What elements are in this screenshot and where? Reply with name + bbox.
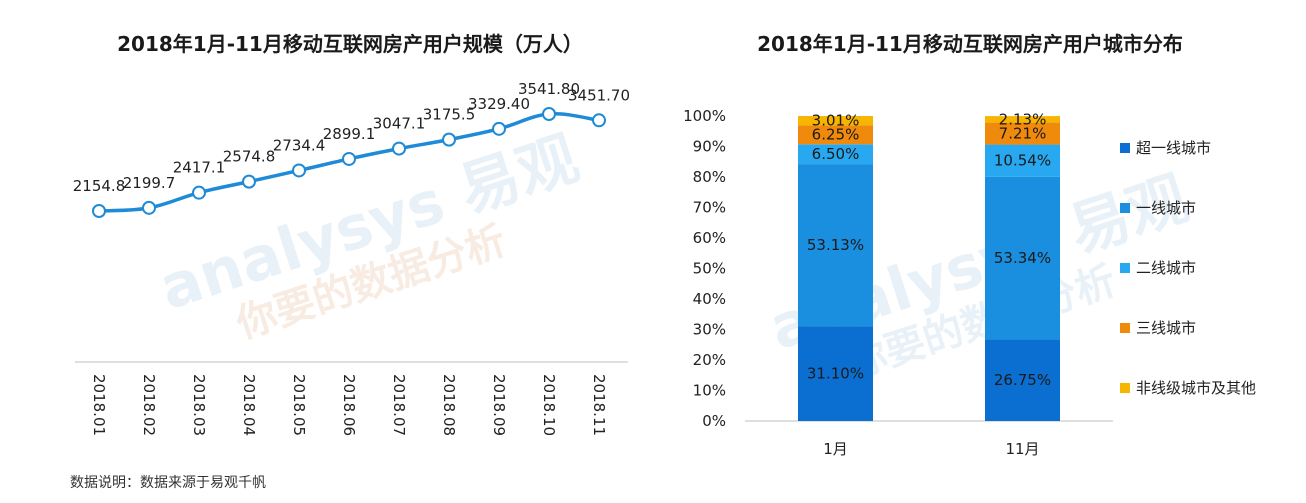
bar-segment-label: 7.21%: [999, 125, 1047, 143]
y-tick-label: 10%: [693, 382, 726, 400]
data-point: [542, 107, 556, 121]
data-source-note: 数据说明：数据来源于易观千帆: [70, 475, 266, 491]
line-chart-title: 2018年1月-11月移动互联网房产用户规模（万人）: [117, 32, 583, 56]
bar-segment-label: 3.01%: [812, 112, 860, 130]
data-label: 3541.80: [518, 80, 580, 98]
data-point: [342, 151, 356, 166]
x-tick-label: 2018.04: [240, 374, 258, 436]
legend-swatch: [1120, 322, 1130, 333]
data-label: 2574.8: [223, 148, 276, 166]
stacked-bar-chart: 0% 10% 20% 30% 40% 50% 60% 70% 80% 90% 100% 31.10% 5…: [683, 107, 1113, 458]
data-label: 3451.70: [568, 86, 630, 104]
legend-label: 超一线城市: [1136, 139, 1212, 157]
data-point: [142, 200, 156, 215]
data-point: [392, 141, 406, 156]
bar-segment-label: 26.75%: [994, 371, 1051, 389]
bar-segment-label: 2.13%: [999, 110, 1047, 128]
legend-item: 非线级城市及其他: [1120, 377, 1256, 398]
data-label: 2417.1: [173, 159, 226, 177]
data-point: [92, 204, 106, 218]
legend-swatch: [1120, 382, 1130, 393]
x-tick-label: 2018.06: [340, 374, 358, 436]
y-tick-label: 0%: [702, 412, 726, 430]
legend-swatch: [1120, 202, 1130, 213]
legend-item: 一线城市: [1120, 197, 1196, 218]
y-tick-label: 80%: [693, 168, 726, 186]
bar-segment-label: 53.13%: [807, 236, 864, 254]
data-label: 2199.7: [123, 174, 176, 192]
y-tick-label: 40%: [693, 290, 726, 308]
data-point: [192, 185, 206, 200]
bar-segment: [798, 144, 873, 165]
x-tick-label: 2018.09: [490, 374, 508, 436]
bar-segment-label: 10.54%: [994, 152, 1051, 170]
line-chart: 2154.8 2018.01 2199.7 2018.02 2417.1 2018.03 2…: [73, 80, 630, 436]
data-label: 3175.5: [423, 106, 476, 124]
legend-label: 非线级城市及其他: [1136, 379, 1257, 397]
x-tick-label: 2018.07: [390, 374, 408, 436]
x-tick-label: 2018.01: [90, 374, 108, 436]
data-label: 2899.1: [323, 125, 376, 143]
y-tick-label: 20%: [693, 351, 726, 369]
bar-segment: [985, 116, 1060, 123]
data-point: [592, 113, 606, 128]
y-tick-label: 100%: [683, 107, 726, 125]
data-point: [492, 121, 506, 136]
data-point: [292, 163, 306, 178]
bar-segment-label: 53.34%: [994, 249, 1051, 267]
legend-swatch: [1120, 142, 1130, 153]
bar-segment: [985, 339, 1060, 421]
x-category-label: 11月: [1005, 440, 1039, 458]
legend-item: 三线城市: [1120, 317, 1196, 338]
legend-label: 一线城市: [1136, 199, 1197, 217]
data-point: [442, 132, 456, 147]
bar-segment-label: 6.50%: [812, 145, 860, 163]
y-tick-label: 90%: [693, 138, 726, 156]
bar-segment: [798, 125, 873, 145]
x-tick-label: 2018.11: [590, 374, 608, 436]
legend-label: 二线城市: [1136, 259, 1197, 277]
data-label: 2154.8: [73, 177, 126, 195]
legend-item: 二线城市: [1120, 257, 1196, 278]
bar-segment: [798, 116, 873, 126]
bar-segment: [985, 176, 1060, 340]
legend-item: 超一线城市: [1120, 137, 1211, 158]
legend-label: 三线城市: [1136, 319, 1197, 337]
bar-segment-label: 6.25%: [812, 126, 860, 144]
bar-segment: [798, 164, 873, 327]
x-tick-label: 2018.02: [140, 374, 158, 436]
x-tick-label: 2018.05: [290, 374, 308, 436]
y-tick-label: 50%: [693, 260, 726, 278]
bar-chart-title: 2018年1月-11月移动互联网房产用户城市分布: [757, 32, 1183, 56]
y-tick-label: 60%: [693, 229, 726, 247]
data-point: [242, 174, 256, 189]
bar-segment-label: 31.10%: [807, 365, 864, 383]
bar-segment: [798, 326, 873, 421]
x-tick-label: 2018.10: [540, 374, 558, 436]
data-label: 3329.40: [468, 95, 530, 113]
x-category-label: 1月: [823, 440, 848, 458]
data-label: 3047.1: [373, 115, 426, 133]
bar-segment: [985, 144, 1060, 177]
x-tick-label: 2018.08: [440, 374, 458, 436]
data-label: 2734.4: [273, 136, 326, 154]
y-tick-label: 70%: [693, 199, 726, 217]
bar-segment: [985, 122, 1060, 145]
x-tick-label: 2018.03: [190, 374, 208, 436]
y-tick-label: 30%: [693, 321, 726, 339]
legend-swatch: [1120, 262, 1130, 273]
